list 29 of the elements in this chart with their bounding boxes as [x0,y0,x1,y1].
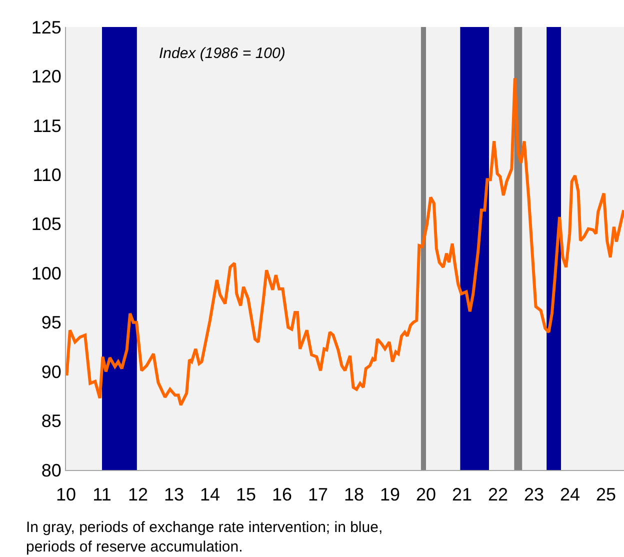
x-tick-label: 18 [344,484,364,505]
y-tick-label: 100 [31,263,62,284]
x-tick-label: 21 [452,484,472,505]
y-tick-label: 95 [41,312,62,333]
x-tick-label: 25 [596,484,616,505]
y-tick-label: 85 [41,411,62,432]
y-tick-label: 125 [31,17,62,38]
x-tick-label: 19 [380,484,400,505]
y-tick-label: 120 [31,66,62,87]
x-tick-label: 12 [128,484,148,505]
x-tick-label: 16 [272,484,292,505]
x-tick-label: 17 [308,484,328,505]
y-tick-label: 80 [41,460,62,480]
line-series [66,76,624,407]
y-tick-label: 115 [32,116,62,136]
x-tick-label: 20 [416,484,436,505]
y-tick-label: 110 [32,164,62,185]
x-tick-label: 15 [236,484,256,505]
x-tick-label: 23 [524,484,544,505]
x-tick-label: 14 [200,484,220,505]
annotation: Index (1986 = 100) [159,45,286,62]
x-tick-label: 24 [560,484,580,505]
x-tick-label: 13 [164,484,184,505]
y-tick-label: 90 [41,362,62,382]
text: In gray, periods of exchange rate intervention; in blue, periods of reserve accumulation. [26,519,383,556]
x-tick-label: 22 [488,484,508,505]
y-tick-label: 105 [31,214,62,234]
x-tick-label: 11 [92,484,112,505]
x-tick-label: 10 [56,484,76,505]
